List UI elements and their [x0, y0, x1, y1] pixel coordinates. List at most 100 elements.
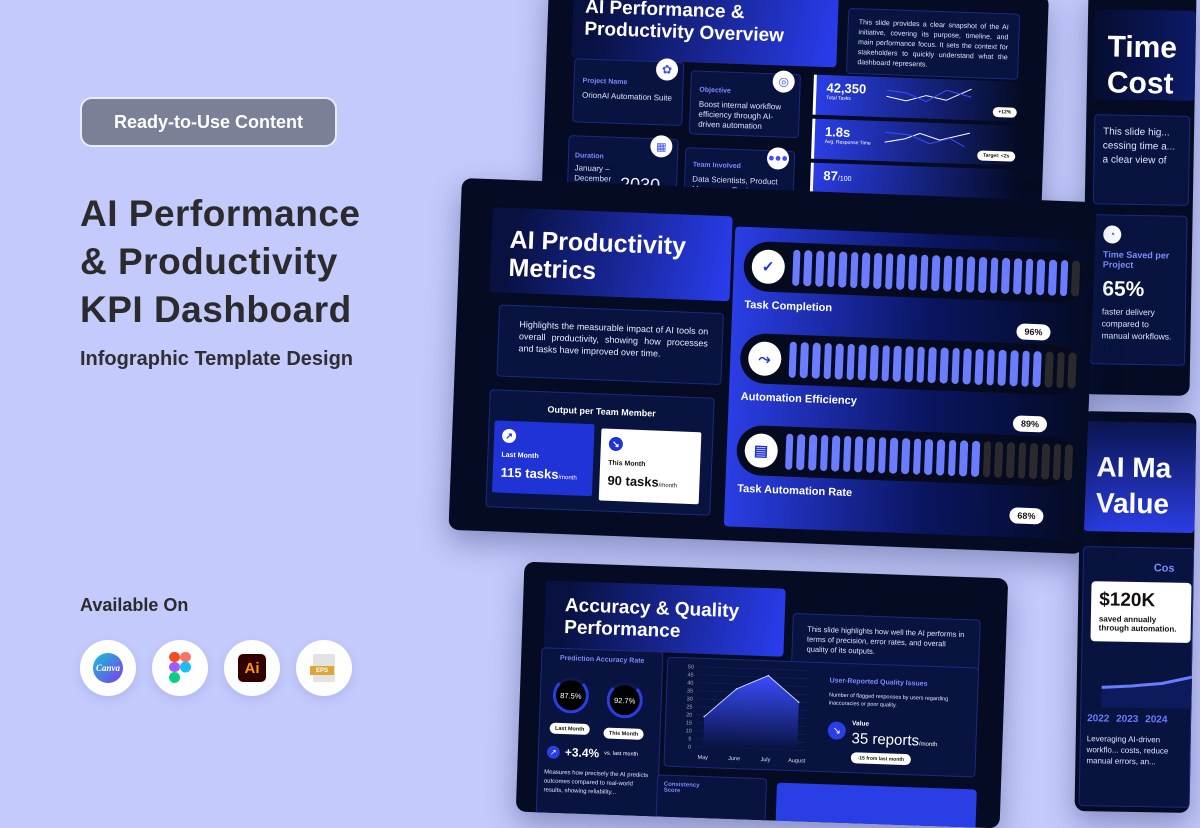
eps-file-icon[interactable]: EPS	[296, 640, 352, 696]
year-label: 2024	[1145, 714, 1168, 726]
progress-segment-filled	[819, 434, 829, 472]
unit: /month	[918, 741, 938, 749]
check-circle-icon: ✓	[751, 249, 785, 285]
progress-segment-filled	[1001, 257, 1011, 295]
slide-productivity-metrics: AI Productivity Metrics Highlights the m…	[448, 177, 1097, 555]
progress-segment-filled	[1032, 351, 1042, 388]
objective-value: Boost internal workflow efficiency throu…	[698, 99, 782, 131]
progress-segment-filled	[1009, 350, 1019, 387]
objective-card: ◎ Objective Boost internal workflow effi…	[688, 70, 801, 139]
progress-segment-filled	[892, 345, 902, 382]
progress-segment-empty	[1029, 442, 1039, 480]
arrow-down-right-icon: ↘	[608, 436, 624, 452]
canva-icon[interactable]: Canva	[80, 640, 136, 696]
y-tick-label: 10	[685, 728, 691, 734]
last-month-value: 115 tasks	[500, 464, 559, 482]
progress-track: ▤	[735, 424, 1078, 488]
progress-segment-filled	[842, 435, 852, 473]
x-tick-label: June	[728, 756, 740, 762]
time-saved-value: 65%	[1102, 277, 1145, 302]
this-month-label: This Month	[608, 459, 646, 469]
last-month-label: Last Month	[501, 451, 539, 461]
progress-track: ⤳	[739, 332, 1082, 396]
area-line	[703, 675, 800, 717]
x-tick-label: July	[760, 757, 770, 763]
progress-segment-filled	[939, 347, 949, 384]
progress-segment-filled	[912, 438, 922, 475]
kpi-value: 87	[823, 168, 839, 184]
progress-segment-filled	[1036, 259, 1046, 296]
progress-segment-filled	[823, 342, 833, 380]
progress-segment-empty	[994, 441, 1004, 478]
timer-icon: ◔	[1103, 225, 1122, 244]
progress-segment-empty	[1052, 443, 1062, 481]
progress-segment-empty	[1056, 351, 1066, 389]
y-tick-label: 35	[687, 688, 693, 694]
progress-segment-filled	[1012, 258, 1022, 295]
x-tick-label: August	[788, 758, 806, 765]
reports-value: 35 reports	[851, 730, 920, 750]
progress-segment-filled	[962, 348, 972, 385]
output-per-member-card: Output per Team Member ↗ Last Month 115 …	[485, 389, 715, 516]
accuracy-title: Accuracy & Quality Performance	[543, 580, 786, 657]
hero-subtitle: Infographic Template Design	[80, 348, 353, 370]
figma-icon[interactable]	[152, 640, 208, 696]
progress-segment-filled	[826, 251, 836, 288]
kpi-unit: /100	[837, 175, 852, 184]
progress-segment-filled	[966, 256, 976, 293]
arrow-up-right-icon: ↗	[501, 428, 517, 444]
last-month-gauge: 87.5%	[552, 676, 590, 714]
target-icon: ◎	[772, 70, 796, 93]
progress-segment-filled	[834, 343, 844, 380]
progress-segment-filled	[954, 255, 964, 293]
progress-segment-filled	[873, 252, 883, 290]
arrow-down-right-icon: ↘	[827, 721, 847, 740]
progress-segment-filled	[846, 343, 856, 381]
year-label: 2023	[1116, 713, 1139, 726]
progress-segment-filled	[924, 438, 934, 476]
slide-overview: AI Performance & Productivity Overview T…	[541, 0, 1049, 227]
data-point	[797, 701, 800, 704]
progress-segment-filled	[1024, 258, 1034, 295]
progress-segment-filled	[896, 253, 906, 290]
progress-segment-filled	[861, 252, 871, 289]
progress-segment-filled	[936, 439, 946, 476]
kpi-badge: Target: <2s	[977, 150, 1016, 162]
progress-segment-empty	[1040, 443, 1050, 480]
hero-title: AI Performance & Productivity KPI Dashbo…	[80, 190, 361, 334]
y-tick-label: 5	[688, 736, 691, 742]
progress-segment-filled	[974, 348, 984, 386]
progress-segment-filled	[904, 346, 914, 383]
progress-segment-filled	[997, 349, 1007, 386]
ready-to-use-badge: Ready-to-Use Content	[80, 97, 337, 147]
this-month-gauge: 92.7%	[606, 681, 644, 719]
y-tick-label: 15	[686, 720, 692, 726]
project-value: OrionAI Automation Suite	[581, 90, 673, 103]
y-tick-label: 20	[686, 712, 692, 718]
time-cost-title: Time Cost	[1092, 9, 1197, 101]
progress-segment-empty	[1067, 352, 1077, 389]
sparkline	[884, 131, 971, 148]
consistency-card: Consistency Score	[655, 774, 768, 828]
illustrator-icon[interactable]: Ai	[224, 640, 280, 696]
progress-segment-filled	[1021, 350, 1031, 387]
quality-issues-chart: 0 5 10 15 20 25 30 35 40 45 50 May June July August	[685, 664, 808, 765]
progress-segment-filled	[881, 345, 891, 382]
metrics-panel: ✓ Task Completion 96% ⤳ Automation Efficienc…	[723, 226, 1096, 541]
title-line: Cost	[1106, 66, 1174, 101]
time-saved-note: faster delivery compared to manual workf…	[1101, 306, 1172, 342]
progress-segment-empty	[1071, 260, 1081, 297]
last-month-card: ↗ Last Month 115 tasks/month	[491, 420, 595, 497]
progress-segment-empty	[1044, 351, 1054, 388]
measure-text: Measures how precisely the AI predicts o…	[543, 769, 649, 796]
metric-label: Automation Efficiency	[740, 390, 858, 408]
progress-segment-filled	[877, 437, 887, 474]
progress-segment-filled	[889, 437, 899, 474]
progress-segment-filled	[916, 346, 926, 383]
data-point	[703, 715, 706, 718]
title-line: AI Ma	[1096, 451, 1172, 484]
metric-percent-badge: 68%	[1009, 507, 1044, 525]
slide-accuracy-quality: Accuracy & Quality Performance This slid…	[515, 561, 1009, 828]
time-cost-description: This slide hig... cessing time a... a cl…	[1092, 114, 1191, 206]
value-label: Value	[851, 720, 870, 728]
